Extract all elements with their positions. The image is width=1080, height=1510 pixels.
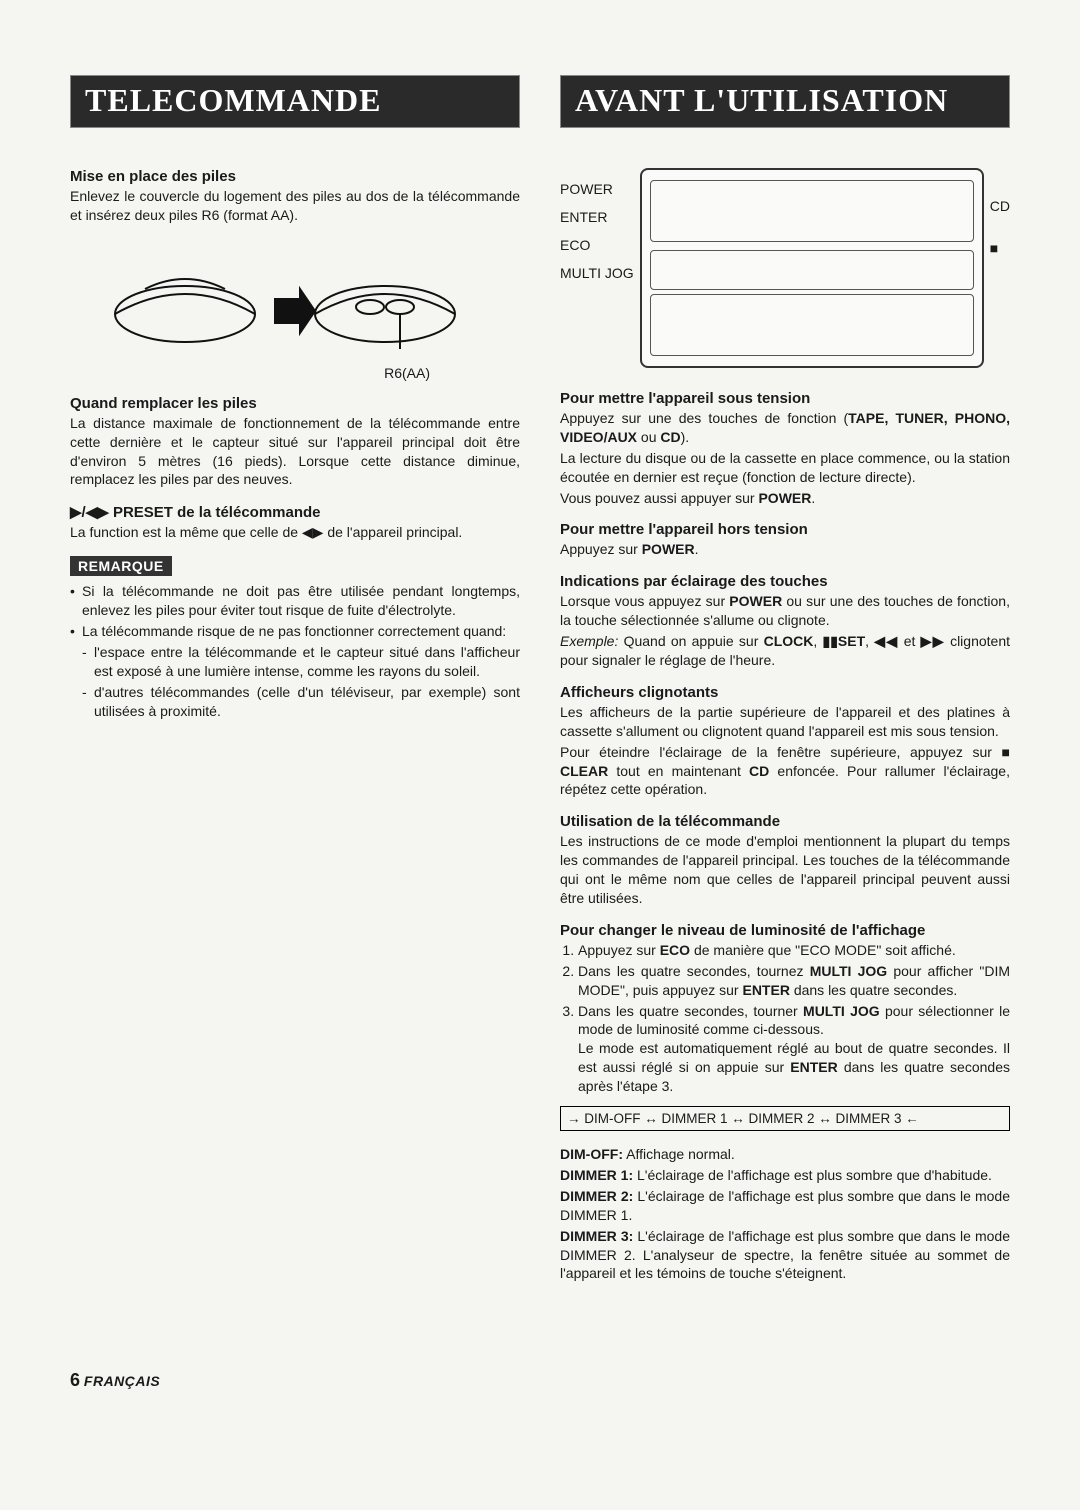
right-column: AVANT L'UTILISATION POWER ENTER ECO MULT…	[560, 75, 1010, 1297]
label-multi-jog: MULTI JOG	[560, 266, 634, 280]
step-2: Dans les quatre secondes, tournez MULTI …	[578, 962, 1010, 1000]
caption-r6aa: R6(AA)	[70, 365, 520, 381]
label-eco: ECO	[560, 238, 634, 252]
header-avant-utilisation: AVANT L'UTILISATION	[560, 75, 1010, 128]
title-luminosite: Pour changer le niveau de luminosité de …	[560, 922, 1010, 939]
dim1-desc: DIMMER 1: L'éclairage de l'affichage est…	[560, 1166, 1010, 1185]
title-afficheurs: Afficheurs clignotants	[560, 684, 1010, 701]
text-hors-tension: Appuyez sur POWER.	[560, 540, 1010, 559]
exemple-label: Exemple:	[560, 633, 618, 649]
title-remplacer: Quand remplacer les piles	[70, 395, 520, 412]
page-columns: TELECOMMANDE Mise en place des piles Enl…	[70, 75, 1010, 1297]
step-1: Appuyez sur ECO de manière que "ECO MODE…	[578, 941, 1010, 960]
dim-off-text: Affichage normal.	[623, 1146, 735, 1162]
diagram-labels-left: POWER ENTER ECO MULTI JOG	[560, 168, 640, 280]
device-diagram: POWER ENTER ECO MULTI JOG CD ■	[560, 168, 1010, 368]
page-footer: 6 FRANÇAIS	[70, 1370, 520, 1391]
label-enter: ENTER	[560, 210, 634, 224]
text-afficheurs-2: Pour éteindre l'éclairage de la fenêtre …	[560, 743, 1010, 800]
text-sous-tension-3: Vous pouvez aussi appuyer sur POWER.	[560, 489, 1010, 508]
dim1-text: L'éclairage de l'affichage est plus somb…	[633, 1167, 992, 1183]
remarque-item-2: La télécommande risque de ne pas fonctio…	[70, 622, 520, 720]
battery-illustration	[105, 239, 485, 359]
text-indications-1: Lorsque vous appuyez sur POWER ou sur un…	[560, 592, 1010, 630]
page-lang: FRANÇAIS	[84, 1373, 160, 1389]
title-preset: ▶/◀▶ PRESET de la télécommande	[70, 503, 520, 521]
title-hors-tension: Pour mettre l'appareil hors tension	[560, 521, 1010, 538]
title-mise-en-place: Mise en place des piles	[70, 168, 520, 185]
remarque-item-2-lead: La télécommande risque de ne pas fonctio…	[82, 623, 506, 639]
dimmer-cycle: → DIM-OFF ↔ DIMMER 1 ↔ DIMMER 2 ↔ DIMMER…	[560, 1106, 1010, 1131]
remarque-sub-2: d'autres télécommandes (celle d'un télév…	[82, 683, 520, 721]
diagram-labels-right: CD ■	[984, 168, 1010, 256]
steps-luminosite: Appuyez sur ECO de manière que "ECO MODE…	[560, 941, 1010, 1096]
text-sous-tension: Appuyez sur une des touches de fonction …	[560, 409, 1010, 447]
left-column: TELECOMMANDE Mise en place des piles Enl…	[70, 75, 520, 1297]
dim3-desc: DIMMER 3: L'éclairage de l'affichage est…	[560, 1227, 1010, 1284]
device-mid-panel	[650, 250, 974, 290]
label-stop-icon: ■	[990, 240, 1010, 256]
dim1-label: DIMMER 1:	[560, 1167, 633, 1183]
title-sous-tension: Pour mettre l'appareil sous tension	[560, 390, 1010, 407]
title-indications: Indications par éclairage des touches	[560, 573, 1010, 590]
step-3: Dans les quatre secondes, tourner MULTI …	[578, 1002, 1010, 1096]
remarque-sublist: l'espace entre la télécommande et le cap…	[82, 643, 520, 721]
text-utilisation: Les instructions de ce mode d'emploi men…	[560, 832, 1010, 908]
dim-off-label: DIM-OFF:	[560, 1146, 623, 1162]
dim2-desc: DIMMER 2: L'éclairage de l'affichage est…	[560, 1187, 1010, 1225]
dim3-label: DIMMER 3:	[560, 1228, 633, 1244]
dim-off-desc: DIM-OFF: Affichage normal.	[560, 1145, 1010, 1164]
header-telecommande: TELECOMMANDE	[70, 75, 520, 128]
text-remplacer: La distance maximale de fonctionnement d…	[70, 414, 520, 490]
text-afficheurs-1: Les afficheurs de la partie supérieure d…	[560, 703, 1010, 741]
page-number: 6	[70, 1370, 80, 1390]
text-preset: La function est la même que celle de ◀▶ …	[70, 523, 520, 542]
remarque-item-1: Si la télécommande ne doit pas être util…	[70, 582, 520, 620]
remarque-badge: REMARQUE	[70, 556, 172, 576]
label-cd: CD	[990, 198, 1010, 214]
title-utilisation: Utilisation de la télécommande	[560, 813, 1010, 830]
dim2-label: DIMMER 2:	[560, 1188, 633, 1204]
remarque-sub-1: l'espace entre la télécommande et le cap…	[82, 643, 520, 681]
device-box	[640, 168, 984, 368]
label-power: POWER	[560, 182, 634, 196]
text-sous-tension-2: La lecture du disque ou de la cassette e…	[560, 449, 1010, 487]
text-mise-en-place: Enlevez le couvercle du logement des pil…	[70, 187, 520, 225]
text-indications-2: Exemple: Quand on appuie sur CLOCK, ▮▮SE…	[560, 632, 1010, 670]
remarque-list: Si la télécommande ne doit pas être util…	[70, 582, 520, 720]
